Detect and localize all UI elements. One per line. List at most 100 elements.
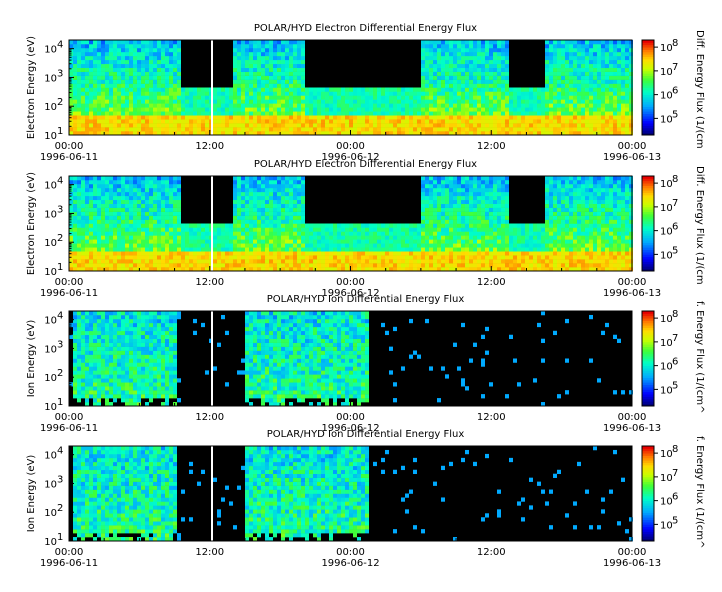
data-gap <box>211 446 213 541</box>
y-tick-exponent: 4 <box>57 40 63 51</box>
colorbar-tick-label: 10 <box>660 362 673 373</box>
x-date-label: 1996-06-13 <box>603 558 661 569</box>
colorbar-tick-label: 10 <box>660 91 673 102</box>
y-tick-exponent: 4 <box>57 176 63 187</box>
x-tick-label: 12:00 <box>477 547 506 558</box>
spectrogram-image <box>69 311 633 407</box>
data-gap <box>211 311 213 406</box>
y-tick-exponent: 3 <box>57 68 63 79</box>
x-date-label: 1996-06-12 <box>321 423 379 434</box>
panel-2: POLAR/HYD Electron Differential Energy F… <box>26 159 705 299</box>
x-tick-label: 00:00 <box>618 277 647 288</box>
colorbar-tick-label: 10 <box>660 449 673 460</box>
x-date-label: 1996-06-11 <box>40 423 98 434</box>
y-tick-exponent: 3 <box>57 339 63 350</box>
colorbar-label: f. Energy Flux (1/(cm^ <box>694 301 705 413</box>
panel-title: POLAR/HYD Ion Differential Energy Flux <box>267 294 465 305</box>
y-tick-label: 10 <box>44 344 57 355</box>
colorbar-tick-label: 10 <box>660 473 673 484</box>
y-tick-exponent: 4 <box>57 446 63 457</box>
panel-4: POLAR/HYD Ion Differential Energy Flux10… <box>26 429 705 569</box>
colorbar-tick-exponent: 5 <box>672 380 678 391</box>
y-tick-label: 10 <box>44 131 57 142</box>
data-gap <box>211 40 213 135</box>
x-date-label: 1996-06-11 <box>40 558 98 569</box>
x-tick-label: 12:00 <box>477 412 506 423</box>
y-tick-label: 10 <box>44 238 57 249</box>
y-tick-exponent: 2 <box>57 97 63 108</box>
colorbar-tick-exponent: 5 <box>672 245 678 256</box>
x-tick-label: 12:00 <box>195 547 224 558</box>
y-tick-label: 10 <box>44 451 57 462</box>
panel-3: POLAR/HYD Ion Differential Energy Flux10… <box>26 294 705 434</box>
x-tick-label: 00:00 <box>618 547 647 558</box>
y-tick-exponent: 1 <box>57 126 63 137</box>
y-axis-label: Electron Energy (eV) <box>26 36 37 139</box>
x-tick-label: 00:00 <box>336 547 365 558</box>
colorbar-tick-label: 10 <box>660 203 673 214</box>
y-tick-label: 10 <box>44 373 57 384</box>
colorbar-tick-exponent: 6 <box>672 222 678 233</box>
colorbar-label: Diff. Energy Flux (1/(cm <box>694 30 705 149</box>
x-tick-label: 00:00 <box>336 412 365 423</box>
colorbar-tick-exponent: 8 <box>672 174 678 185</box>
x-date-label: 1996-06-12 <box>321 152 379 163</box>
y-tick-exponent: 1 <box>57 262 63 273</box>
colorbar-tick-label: 10 <box>660 67 673 78</box>
x-date-label: 1996-06-11 <box>40 288 98 299</box>
colorbar-tick-exponent: 5 <box>672 515 678 526</box>
y-tick-label: 10 <box>44 267 57 278</box>
colorbar-tick-label: 10 <box>660 338 673 349</box>
colorbar-tick-exponent: 7 <box>672 62 678 73</box>
x-tick-label: 00:00 <box>55 141 84 152</box>
colorbar-tick-label: 10 <box>660 497 673 508</box>
x-tick-label: 12:00 <box>477 141 506 152</box>
colorbar-tick-exponent: 5 <box>672 109 678 120</box>
x-tick-label: 00:00 <box>55 277 84 288</box>
colorbar-tick-label: 10 <box>660 227 673 238</box>
x-tick-label: 00:00 <box>336 277 365 288</box>
colorbar-tick-exponent: 7 <box>672 468 678 479</box>
colorbar-tick-label: 10 <box>660 114 673 125</box>
x-tick-label: 00:00 <box>336 141 365 152</box>
y-tick-label: 10 <box>44 45 57 56</box>
y-tick-label: 10 <box>44 73 57 84</box>
colorbar-tick-label: 10 <box>660 520 673 531</box>
colorbar-tick-label: 10 <box>660 314 673 325</box>
y-tick-exponent: 1 <box>57 532 63 543</box>
y-axis-label: Electron Energy (eV) <box>26 172 37 275</box>
y-tick-exponent: 3 <box>57 204 63 215</box>
y-tick-exponent: 2 <box>57 368 63 379</box>
panel-title: POLAR/HYD Electron Differential Energy F… <box>254 159 477 170</box>
x-tick-label: 00:00 <box>55 547 84 558</box>
colorbar-label: f. Energy Flux (1/(cm^ <box>694 436 705 548</box>
y-tick-exponent: 2 <box>57 503 63 514</box>
colorbar-tick-label: 10 <box>660 43 673 54</box>
x-tick-label: 00:00 <box>618 412 647 423</box>
y-tick-label: 10 <box>44 209 57 220</box>
colorbar-tick-label: 10 <box>660 250 673 261</box>
y-axis-label: Ion Energy (eV) <box>26 455 37 533</box>
x-date-label: 1996-06-13 <box>603 152 661 163</box>
colorbar-tick-exponent: 8 <box>672 444 678 455</box>
y-tick-label: 10 <box>44 181 57 192</box>
panel-title: POLAR/HYD Ion Differential Energy Flux <box>267 429 465 440</box>
colorbar-tick-exponent: 8 <box>672 38 678 49</box>
colorbar-tick-exponent: 8 <box>672 309 678 320</box>
y-tick-exponent: 2 <box>57 233 63 244</box>
x-tick-label: 00:00 <box>55 412 84 423</box>
y-tick-label: 10 <box>44 316 57 327</box>
colorbar-tick-exponent: 7 <box>672 198 678 209</box>
colorbar-tick-exponent: 6 <box>672 357 678 368</box>
panel-title: POLAR/HYD Electron Differential Energy F… <box>254 23 477 34</box>
spectrogram-image <box>73 446 633 542</box>
y-axis-label: Ion Energy (eV) <box>26 320 37 398</box>
y-tick-exponent: 1 <box>57 397 63 408</box>
colorbar-label: Diff. Energy Flux (1/(cm <box>694 166 705 285</box>
colorbar-tick-exponent: 7 <box>672 333 678 344</box>
y-tick-label: 10 <box>44 537 57 548</box>
panel-1: POLAR/HYD Electron Differential Energy F… <box>26 23 705 163</box>
